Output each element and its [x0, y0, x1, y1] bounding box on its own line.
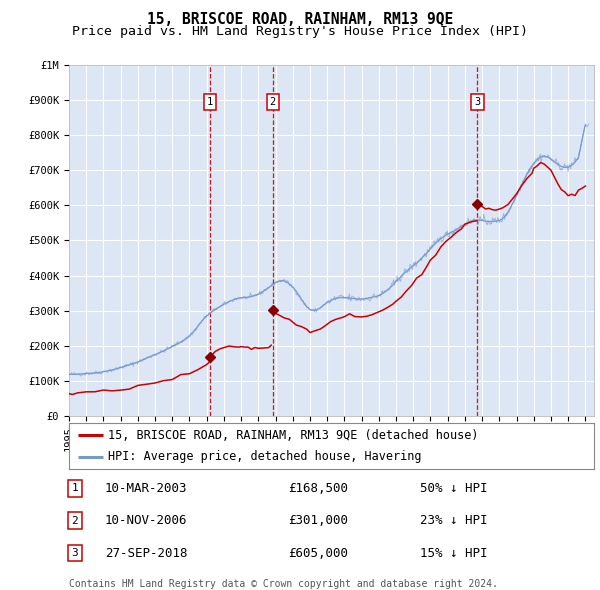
- Text: Price paid vs. HM Land Registry's House Price Index (HPI): Price paid vs. HM Land Registry's House …: [72, 25, 528, 38]
- Text: £605,000: £605,000: [288, 546, 348, 560]
- Text: 3: 3: [475, 97, 481, 107]
- Text: 2: 2: [269, 97, 276, 107]
- Text: 15, BRISCOE ROAD, RAINHAM, RM13 9QE (detached house): 15, BRISCOE ROAD, RAINHAM, RM13 9QE (det…: [109, 429, 479, 442]
- Text: 1: 1: [206, 97, 213, 107]
- Text: HPI: Average price, detached house, Havering: HPI: Average price, detached house, Have…: [109, 450, 422, 463]
- Text: 27-SEP-2018: 27-SEP-2018: [105, 546, 187, 560]
- Text: £301,000: £301,000: [288, 514, 348, 527]
- Text: 1: 1: [71, 483, 79, 493]
- Text: 15% ↓ HPI: 15% ↓ HPI: [420, 546, 487, 560]
- Text: 15, BRISCOE ROAD, RAINHAM, RM13 9QE: 15, BRISCOE ROAD, RAINHAM, RM13 9QE: [147, 12, 453, 27]
- Text: 3: 3: [71, 548, 79, 558]
- Text: 10-NOV-2006: 10-NOV-2006: [105, 514, 187, 527]
- Text: 2: 2: [71, 516, 79, 526]
- Text: 10-MAR-2003: 10-MAR-2003: [105, 481, 187, 495]
- Text: 50% ↓ HPI: 50% ↓ HPI: [420, 481, 487, 495]
- Text: 23% ↓ HPI: 23% ↓ HPI: [420, 514, 487, 527]
- Text: £168,500: £168,500: [288, 481, 348, 495]
- Text: Contains HM Land Registry data © Crown copyright and database right 2024.
This d: Contains HM Land Registry data © Crown c…: [69, 579, 498, 590]
